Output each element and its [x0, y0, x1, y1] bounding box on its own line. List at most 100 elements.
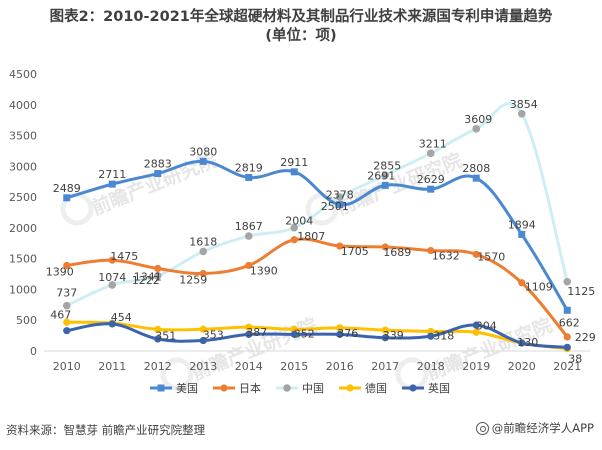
- data-point: [336, 324, 344, 332]
- data-labels: 2489 2711 2883 3080 2819 2911 2378 2691 2629 2808…: [46, 98, 596, 366]
- data-label: 1475: [110, 250, 138, 263]
- data-point: [154, 325, 162, 333]
- data-point: [108, 180, 116, 188]
- legend-item: 日本: [213, 381, 261, 395]
- data-point: [381, 171, 390, 180]
- x-tick-label: 2017: [371, 360, 399, 373]
- data-point: [199, 336, 207, 345]
- data-label: 737: [56, 287, 77, 300]
- data-label: 1570: [477, 250, 505, 263]
- y-tick-label: 1000: [9, 283, 37, 296]
- data-point: [472, 321, 480, 329]
- legend-label: 德国: [365, 381, 387, 395]
- x-tick-label: 2010: [53, 360, 81, 373]
- data-label: 1341: [134, 270, 162, 283]
- data-point: [154, 335, 162, 343]
- data-point: [336, 242, 344, 250]
- x-tick-label: 2020: [508, 360, 536, 373]
- y-tick-label: 2000: [9, 222, 37, 235]
- data-point: [381, 181, 389, 189]
- legend: 美国 日本 中国 德国 英国: [150, 381, 450, 395]
- data-point: [245, 323, 253, 331]
- data-label: 467: [50, 308, 71, 321]
- watermark-text: 前瞻产业研究院: [188, 313, 320, 384]
- data-label: 1390: [46, 265, 74, 278]
- x-tick-label: 2021: [553, 360, 581, 373]
- series-中国: [62, 102, 572, 310]
- data-point: [154, 264, 162, 273]
- y-tick-label: 500: [16, 314, 37, 327]
- series-日本: [63, 236, 571, 341]
- data-label: 3854: [510, 98, 538, 111]
- data-point: [63, 261, 71, 270]
- data-point: [336, 201, 344, 209]
- y-tick-label: 0: [30, 345, 37, 358]
- data-label: 1259: [179, 274, 207, 287]
- data-label: 2004: [285, 215, 313, 228]
- legend-label: 英国: [428, 381, 450, 395]
- data-point: [63, 318, 71, 326]
- x-tick-label: 2019: [462, 360, 490, 373]
- legend-marker: [409, 384, 417, 392]
- data-label: 318: [433, 329, 454, 342]
- data-point: [153, 271, 162, 280]
- data-label: 662: [559, 316, 580, 329]
- series-美国: [63, 157, 571, 314]
- data-point: [245, 173, 253, 181]
- data-label: 2691: [367, 169, 395, 182]
- data-label: 2489: [53, 182, 81, 195]
- data-point: [472, 328, 480, 336]
- y-tick-label: 3500: [9, 130, 37, 143]
- data-point: [518, 279, 526, 287]
- data-point: [62, 301, 71, 310]
- data-label: 351: [155, 329, 176, 342]
- x-tick-label: 2016: [326, 360, 354, 373]
- data-label: 3609: [464, 113, 492, 126]
- data-label: 2819: [235, 161, 263, 174]
- data-point: [427, 332, 435, 340]
- data-label: 1109: [525, 281, 553, 294]
- data-point: [563, 306, 571, 314]
- data-point: [381, 334, 389, 342]
- legend-item: 中国: [276, 382, 324, 395]
- data-label: 1222: [132, 274, 160, 287]
- chart-title: 图表2：2010-2021年全球超硬材料及其制品行业技术来源国专利申请量趋势 (…: [0, 8, 602, 46]
- chart-title-line1: 图表2：2010-2021年全球超硬材料及其制品行业技术来源国专利申请量趋势: [49, 9, 553, 25]
- data-label: 304: [476, 319, 497, 332]
- x-tick-label: 2012: [144, 360, 172, 373]
- series-line: [66, 322, 568, 349]
- data-point: [245, 261, 253, 270]
- data-label: 2808: [462, 162, 490, 175]
- data-point: [472, 125, 481, 133]
- data-point: [199, 325, 207, 333]
- data-label: 1894: [508, 218, 536, 231]
- data-point: [63, 194, 71, 202]
- data-point: [518, 230, 526, 238]
- data-label: 1125: [567, 285, 595, 298]
- data-point: [154, 170, 162, 178]
- x-tick-label: 2013: [189, 360, 217, 373]
- data-label: 353: [203, 328, 224, 341]
- data-label: 1807: [297, 230, 325, 243]
- data-label: 387: [246, 326, 267, 339]
- data-label: 130: [517, 336, 538, 349]
- data-point: [427, 185, 435, 193]
- legend-marker: [157, 384, 165, 392]
- data-point: [199, 247, 208, 256]
- data-label: 339: [383, 329, 404, 342]
- data-point: [290, 236, 298, 244]
- data-point: [381, 326, 389, 334]
- x-tick-label: 2014: [235, 360, 263, 373]
- data-point: [563, 333, 571, 341]
- y-tick-label: 2500: [9, 191, 37, 204]
- data-point: [563, 343, 571, 351]
- legend-item: 德国: [339, 381, 387, 395]
- data-point: [108, 256, 116, 264]
- y-tick-label: 3000: [9, 160, 37, 173]
- legend-marker: [220, 384, 228, 392]
- legend-label: 中国: [302, 382, 324, 395]
- brand-logo-icon: [475, 421, 489, 435]
- data-label: 229: [575, 331, 596, 344]
- data-label: 3211: [419, 137, 447, 150]
